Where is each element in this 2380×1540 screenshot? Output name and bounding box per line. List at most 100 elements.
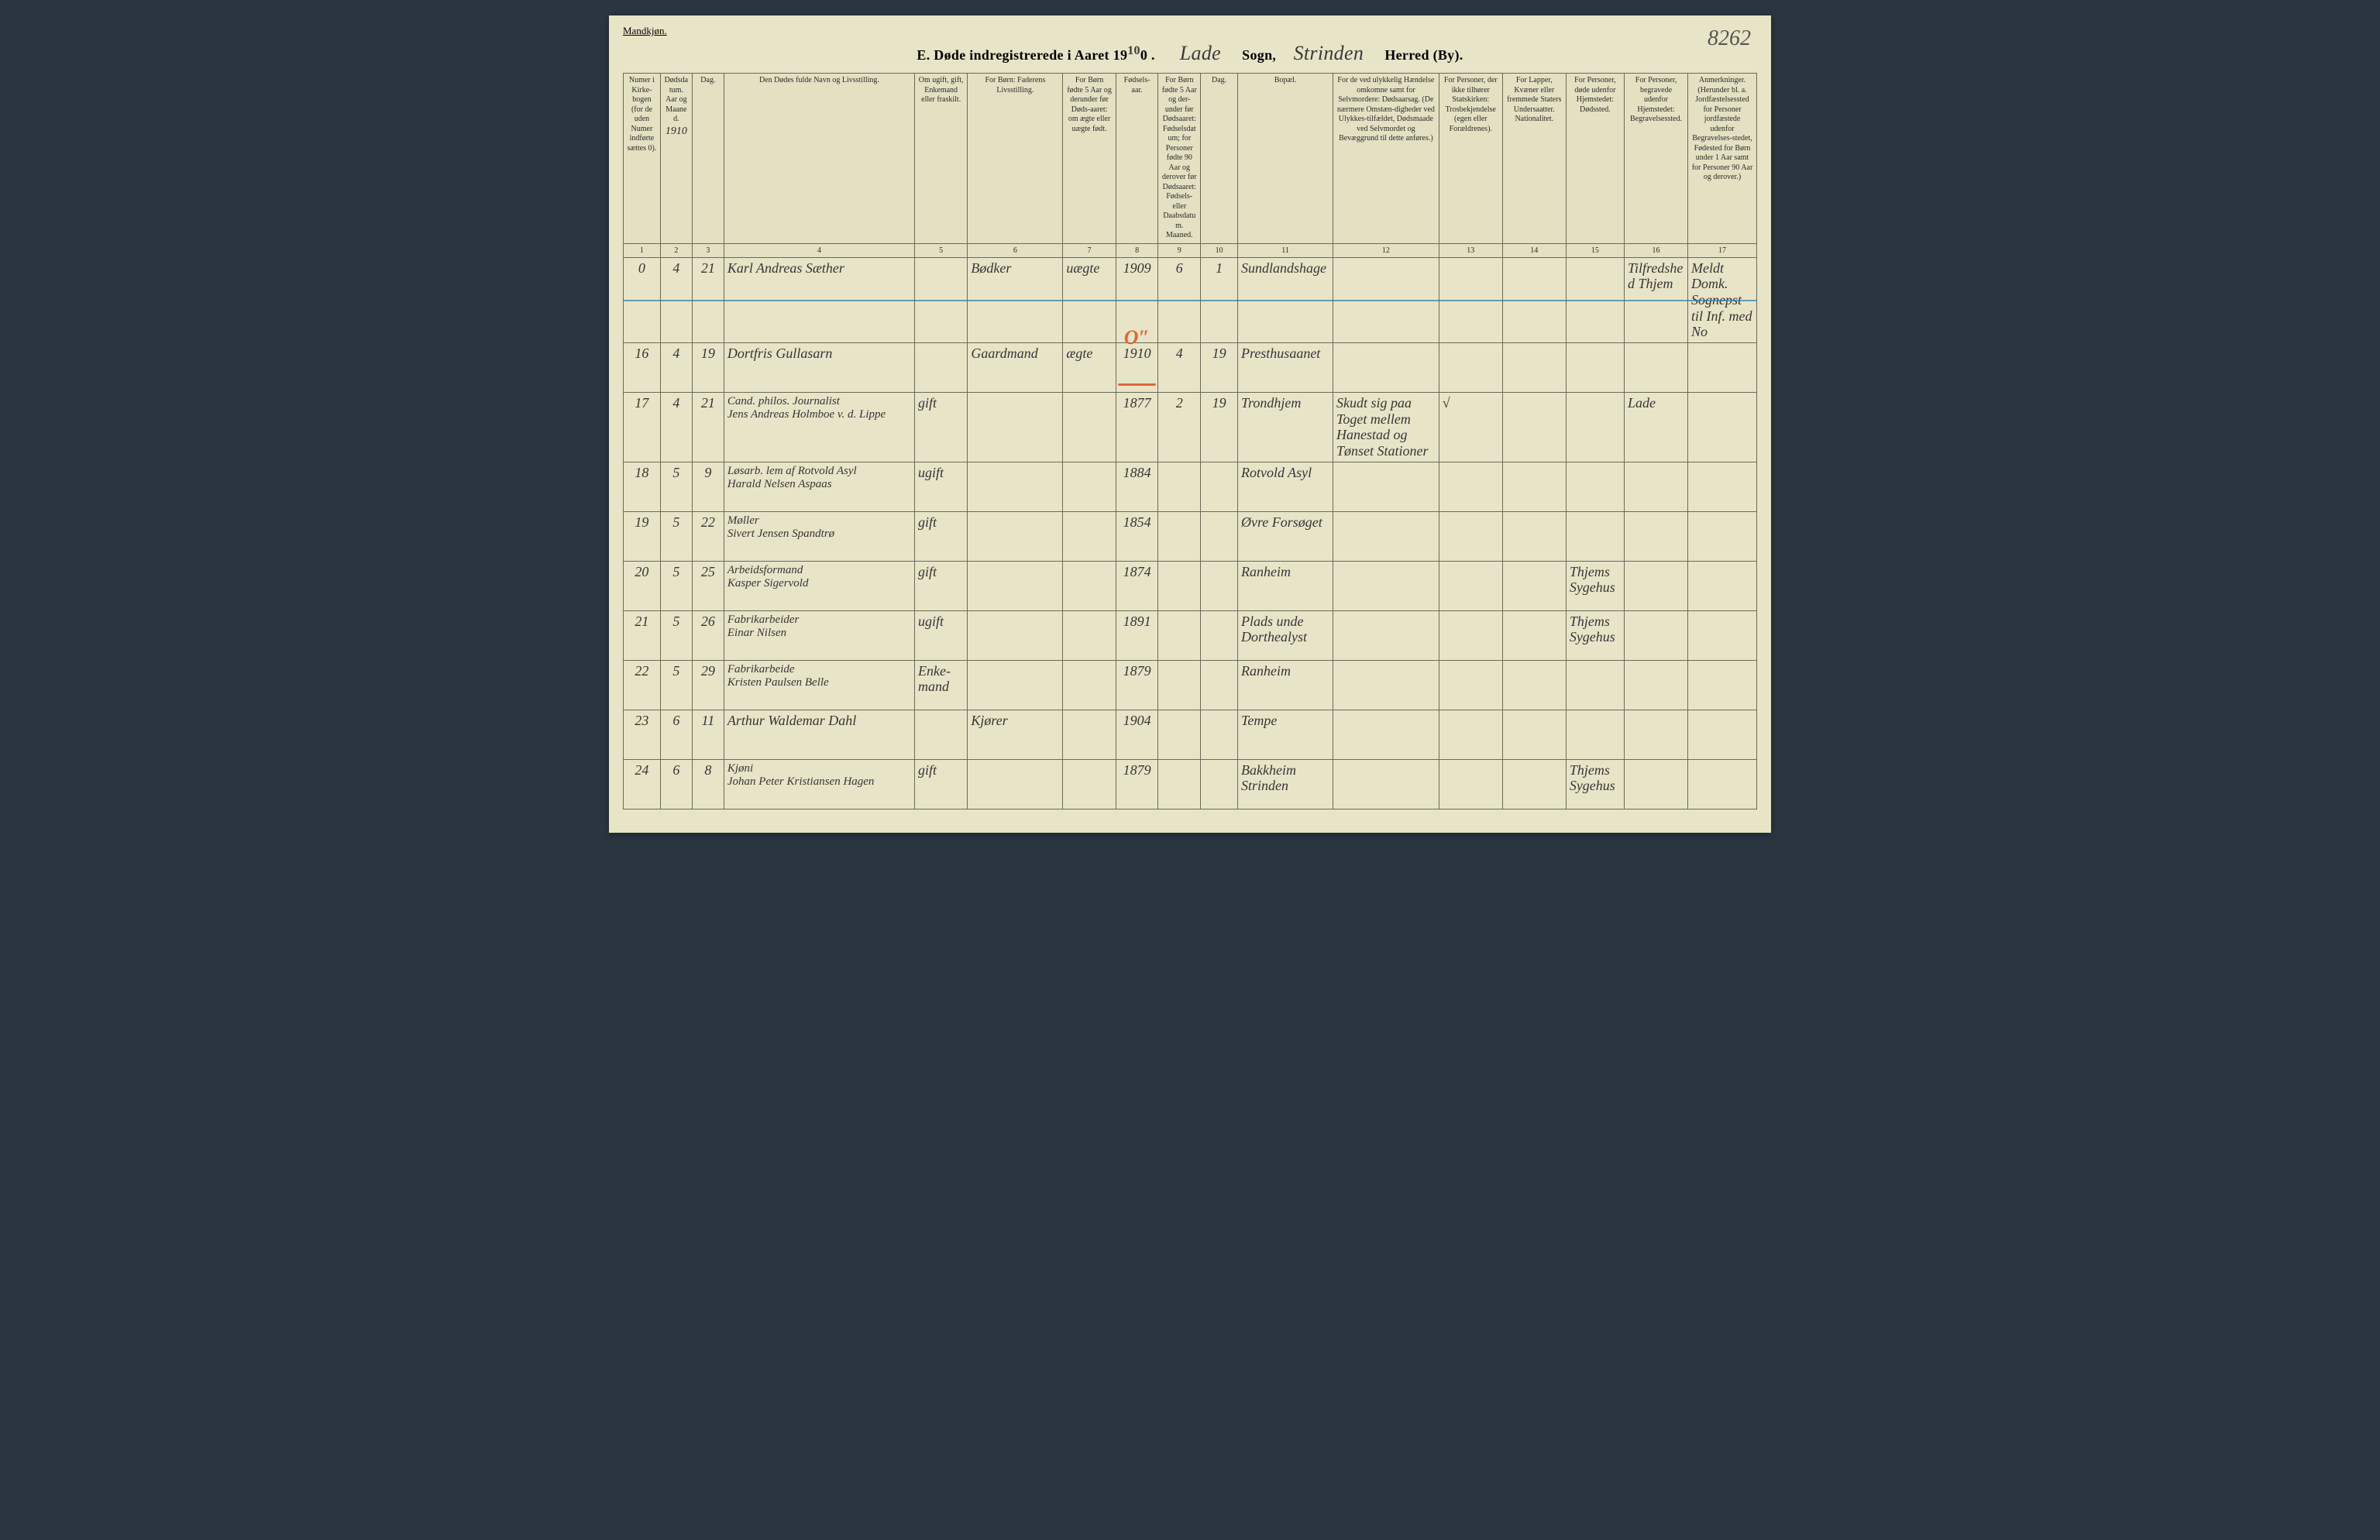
column-number: 8 <box>1116 243 1158 257</box>
cell-birth_year: 1904 <box>1116 710 1158 759</box>
cell-name: FabrikarbeiderEinar Nilsen <box>724 610 914 660</box>
column-header: Den Dødes fulde Navn og Livsstilling. <box>724 74 914 244</box>
column-number: 13 <box>1439 243 1502 257</box>
cell-residence: Tempe <box>1237 710 1333 759</box>
cell-legit <box>1063 511 1116 561</box>
cell-day: 21 <box>692 257 724 342</box>
cell-remarks <box>1688 462 1757 511</box>
cell-day: 8 <box>692 759 724 809</box>
cell-nat <box>1502 610 1566 660</box>
column-number: 4 <box>724 243 914 257</box>
cell-bd <box>1201 660 1238 710</box>
cell-residence: Bakkheim Strinden <box>1237 759 1333 809</box>
cell-nat <box>1502 257 1566 342</box>
cell-bm: 4 <box>1158 342 1201 392</box>
cell-faith <box>1439 610 1502 660</box>
strike-line <box>1688 300 1756 301</box>
cell-cause <box>1333 257 1439 342</box>
column-header: For Personer, døde udenfor Hjemstedet: D… <box>1566 74 1624 244</box>
cell-deathplace <box>1566 462 1624 511</box>
cell-remarks: Meldt Domk. Sognepst til Inf. med No <box>1688 257 1757 342</box>
cell-deathplace <box>1566 257 1624 342</box>
cell-burial: Lade <box>1625 392 1688 462</box>
column-number: 16 <box>1625 243 1688 257</box>
table-row: 22529FabrikarbeideKristen Paulsen BelleE… <box>624 660 1757 710</box>
cell-nat <box>1502 710 1566 759</box>
cell-burial <box>1625 759 1688 809</box>
cell-deathplace <box>1566 660 1624 710</box>
cell-num: 16 <box>624 342 661 392</box>
cell-num: 23 <box>624 710 661 759</box>
cell-faith <box>1439 257 1502 342</box>
cell-day: 21 <box>692 392 724 462</box>
column-number: 10 <box>1201 243 1238 257</box>
table-body: 0421Karl Andreas SætherBødkeruægte190961… <box>624 257 1757 809</box>
cell-num: 24 <box>624 759 661 809</box>
gender-label: Mandkjøn. <box>623 25 1757 37</box>
cell-legit <box>1063 660 1116 710</box>
cell-burial <box>1625 610 1688 660</box>
cell-bd <box>1201 610 1238 660</box>
cell-father <box>968 759 1063 809</box>
column-number: 14 <box>1502 243 1566 257</box>
table-header: Numer i Kirke-bogen (for de uden Numer i… <box>624 74 1757 258</box>
cell-faith <box>1439 660 1502 710</box>
column-header: For Personer, begravede udenfor Hjemsted… <box>1625 74 1688 244</box>
cell-legit: uægte <box>1063 257 1116 342</box>
cell-name: Dortfris Gullasarn <box>724 342 914 392</box>
column-header: Dødsdatum. Aar og Maaned.1910 <box>660 74 692 244</box>
cell-bd: 19 <box>1201 392 1238 462</box>
cell-name: Løsarb. lem af Rotvold AsylHarald Nelsen… <box>724 462 914 511</box>
cell-bm: 6 <box>1158 257 1201 342</box>
cell-faith <box>1439 759 1502 809</box>
cell-father <box>968 610 1063 660</box>
cell-cause <box>1333 759 1439 809</box>
column-number: 1 <box>624 243 661 257</box>
cell-faith <box>1439 710 1502 759</box>
cell-burial <box>1625 342 1688 392</box>
column-number: 12 <box>1333 243 1439 257</box>
table-row: 16419Dortfris GullasarnGaardmandægte1910… <box>624 342 1757 392</box>
strike-line <box>1567 300 1624 301</box>
cell-burial <box>1625 660 1688 710</box>
cell-deathplace: Thjems Sygehus <box>1566 561 1624 610</box>
cell-father <box>968 561 1063 610</box>
strike-line <box>1116 300 1158 301</box>
cell-status: gift <box>915 511 968 561</box>
cell-birth_year: 1854 <box>1116 511 1158 561</box>
cell-num: 19 <box>624 511 661 561</box>
cell-faith <box>1439 561 1502 610</box>
page-number: 8262 <box>1708 26 1751 51</box>
column-number: 2 <box>660 243 692 257</box>
column-header: Fødsels-aar. <box>1116 74 1158 244</box>
cell-burial: Tilfredshed Thjem <box>1625 257 1688 342</box>
cell-month: 5 <box>660 660 692 710</box>
cell-deathplace <box>1566 392 1624 462</box>
table-row: 0421Karl Andreas SætherBødkeruægte190961… <box>624 257 1757 342</box>
cell-bd: 19 <box>1201 342 1238 392</box>
column-header: Anmerkninger. (Herunder bl. a. Jordfæste… <box>1688 74 1757 244</box>
cell-deathplace: Thjems Sygehus <box>1566 759 1624 809</box>
strike-line <box>1439 300 1502 301</box>
column-header: Dag. <box>1201 74 1238 244</box>
page-title: E. Døde indregistrerede i Aaret 19100 . … <box>623 42 1757 65</box>
strike-line <box>915 300 967 301</box>
register-page: Mandkjøn. 8262 E. Døde indregistrerede i… <box>609 15 1771 833</box>
cell-nat <box>1502 462 1566 511</box>
cell-legit <box>1063 561 1116 610</box>
cell-birth_year: 1910O″ <box>1116 342 1158 392</box>
column-header: For Børn: Faderens Livsstilling. <box>968 74 1063 244</box>
cell-month: 5 <box>660 511 692 561</box>
cell-day: 26 <box>692 610 724 660</box>
table-row: 17421Cand. philos. JournalistJens Andrea… <box>624 392 1757 462</box>
cell-bd <box>1201 759 1238 809</box>
cell-birth_year: 1874 <box>1116 561 1158 610</box>
cell-deathplace: Thjems Sygehus <box>1566 610 1624 660</box>
strike-line <box>1333 300 1439 301</box>
cell-residence: Plads unde Dorthealyst <box>1237 610 1333 660</box>
cell-residence: Sundlandshage <box>1237 257 1333 342</box>
table-row: 21526FabrikarbeiderEinar Nilsenugift1891… <box>624 610 1757 660</box>
cell-bm <box>1158 710 1201 759</box>
cell-name: MøllerSivert Jensen Spandtrø <box>724 511 914 561</box>
cell-status: gift <box>915 759 968 809</box>
